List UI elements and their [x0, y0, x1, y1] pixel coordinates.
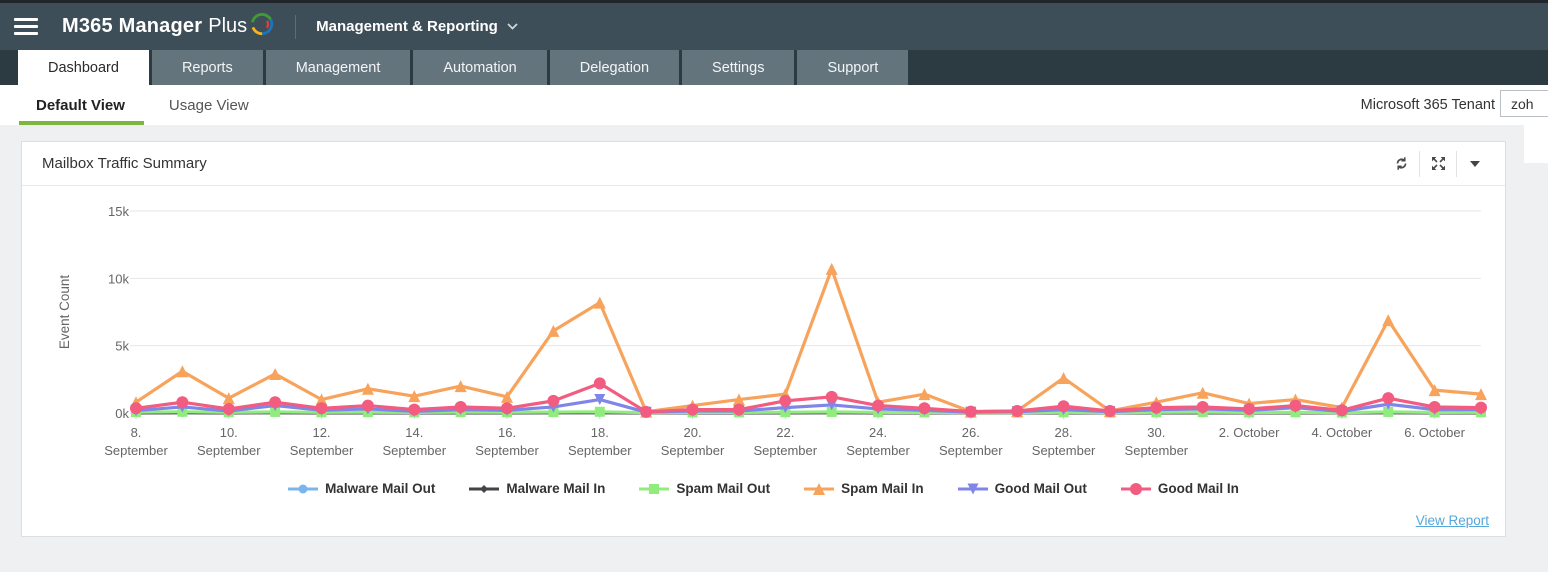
- svg-text:24.: 24.: [869, 425, 887, 440]
- card-header: Mailbox Traffic Summary: [22, 142, 1505, 186]
- usage-view-label: Usage View: [168, 96, 249, 114]
- module-switcher[interactable]: Management & Reporting: [316, 18, 518, 35]
- svg-text:September: September: [1032, 443, 1096, 458]
- chevron-down-icon: [507, 23, 518, 30]
- tenant-select-input[interactable]: [1500, 90, 1548, 117]
- header-divider: [295, 14, 297, 39]
- svg-text:September: September: [568, 443, 632, 458]
- expand-icon[interactable]: [1420, 155, 1456, 172]
- legend-label: Good Mail In: [1157, 481, 1239, 496]
- svg-text:10.: 10.: [220, 425, 238, 440]
- card-title: Mailbox Traffic Summary: [42, 155, 207, 172]
- legend-item-spam-mail-in[interactable]: Spam Mail In: [804, 481, 924, 496]
- legend-item-malware-mail-in[interactable]: Malware Mail In: [469, 481, 605, 496]
- toolbar-separator: [1419, 150, 1420, 177]
- tenant-dropdown-panel: [1524, 125, 1548, 163]
- legend-marker-icon: [639, 483, 670, 494]
- subheader: Default View Usage View Microsoft 365 Te…: [0, 85, 1548, 125]
- svg-text:September: September: [382, 443, 446, 458]
- svg-text:September: September: [939, 443, 1003, 458]
- legend-item-good-mail-out[interactable]: Good Mail Out: [957, 481, 1087, 496]
- legend-item-malware-mail-out[interactable]: Malware Mail Out: [288, 481, 435, 496]
- svg-text:12.: 12.: [312, 425, 330, 440]
- legend-label: Good Mail Out: [994, 481, 1087, 496]
- svg-text:September: September: [290, 443, 354, 458]
- legend-marker-icon: [957, 483, 988, 494]
- toolbar-separator: [1456, 150, 1457, 177]
- legend-label: Malware Mail In: [506, 481, 606, 496]
- tab-settings[interactable]: Settings: [682, 50, 795, 85]
- svg-text:September: September: [104, 443, 168, 458]
- tab-dashboard[interactable]: Dashboard: [18, 50, 149, 85]
- svg-text:22.: 22.: [776, 425, 794, 440]
- svg-text:6. October: 6. October: [1404, 425, 1465, 440]
- dashboard-content: Mailbox Traffic Summary: [0, 125, 1548, 572]
- legend-marker-icon: [804, 482, 835, 495]
- svg-text:September: September: [754, 443, 818, 458]
- svg-text:September: September: [661, 443, 725, 458]
- legend-item-spam-mail-out[interactable]: Spam Mail Out: [639, 481, 770, 496]
- tab-delegation[interactable]: Delegation: [549, 50, 680, 85]
- legend-label: Spam Mail Out: [676, 481, 771, 496]
- svg-text:4. October: 4. October: [1312, 425, 1373, 440]
- legend-marker-icon: [288, 484, 319, 493]
- svg-text:Event Count: Event Count: [57, 275, 72, 350]
- refresh-icon[interactable]: [1383, 155, 1419, 172]
- svg-text:September: September: [1125, 443, 1189, 458]
- app-logo: M365 Manager Plus: [62, 12, 275, 38]
- legend-label: Malware Mail Out: [325, 481, 436, 496]
- svg-text:18.: 18.: [591, 425, 609, 440]
- svg-text:September: September: [475, 443, 539, 458]
- tab-management[interactable]: Management: [265, 50, 411, 85]
- svg-text:30.: 30.: [1147, 425, 1165, 440]
- top-strip: [0, 0, 1548, 3]
- svg-text:8.: 8.: [131, 425, 142, 440]
- default-view-label: Default View: [36, 96, 125, 114]
- svg-text:26.: 26.: [962, 425, 980, 440]
- caret-down-icon[interactable]: [1457, 160, 1493, 167]
- svg-text:10k: 10k: [108, 271, 129, 286]
- brand-plus: Plus: [208, 15, 248, 37]
- legend-label: Spam Mail In: [841, 481, 924, 496]
- legend-item-good-mail-in[interactable]: Good Mail In: [1120, 481, 1239, 496]
- svg-text:2. October: 2. October: [1219, 425, 1280, 440]
- legend-marker-icon: [469, 484, 500, 493]
- mailbox-traffic-card: Mailbox Traffic Summary: [21, 141, 1506, 537]
- tab-usage-view[interactable]: Usage View: [169, 85, 249, 125]
- mailbox-traffic-chart: 0k 5k 10k 15k Event Count 8. September 10. Septe…: [22, 190, 1505, 467]
- tab-support[interactable]: Support: [797, 50, 909, 85]
- main-tabbar: Dashboard Reports Management Automation Dele…: [0, 50, 1548, 85]
- card-toolbar: [1383, 150, 1493, 177]
- svg-text:0k: 0k: [115, 406, 129, 421]
- hamburger-menu-icon[interactable]: [14, 18, 38, 35]
- brand-name: M365 Manager: [62, 15, 203, 37]
- svg-text:5k: 5k: [115, 339, 129, 354]
- app-header: M365 Manager Plus Management & Reporting: [0, 3, 1548, 50]
- svg-text:16.: 16.: [498, 425, 516, 440]
- tenant-label: Microsoft 365 Tenant: [1360, 97, 1495, 113]
- chart-legend: Malware Mail Out Malware Mail In Spam Mail…: [22, 481, 1505, 496]
- module-label: Management & Reporting: [316, 18, 498, 35]
- svg-text:September: September: [197, 443, 261, 458]
- tab-reports[interactable]: Reports: [151, 50, 263, 85]
- tab-automation[interactable]: Automation: [413, 50, 547, 85]
- view-report-link[interactable]: View Report: [1415, 513, 1489, 528]
- svg-text:28.: 28.: [1055, 425, 1073, 440]
- svg-text:20.: 20.: [684, 425, 702, 440]
- svg-text:14.: 14.: [405, 425, 423, 440]
- tab-default-view[interactable]: Default View: [19, 85, 144, 125]
- legend-marker-icon: [1120, 482, 1151, 495]
- svg-text:15k: 15k: [108, 204, 129, 219]
- svg-text:September: September: [846, 443, 910, 458]
- brand-swoosh-icon: [251, 12, 274, 35]
